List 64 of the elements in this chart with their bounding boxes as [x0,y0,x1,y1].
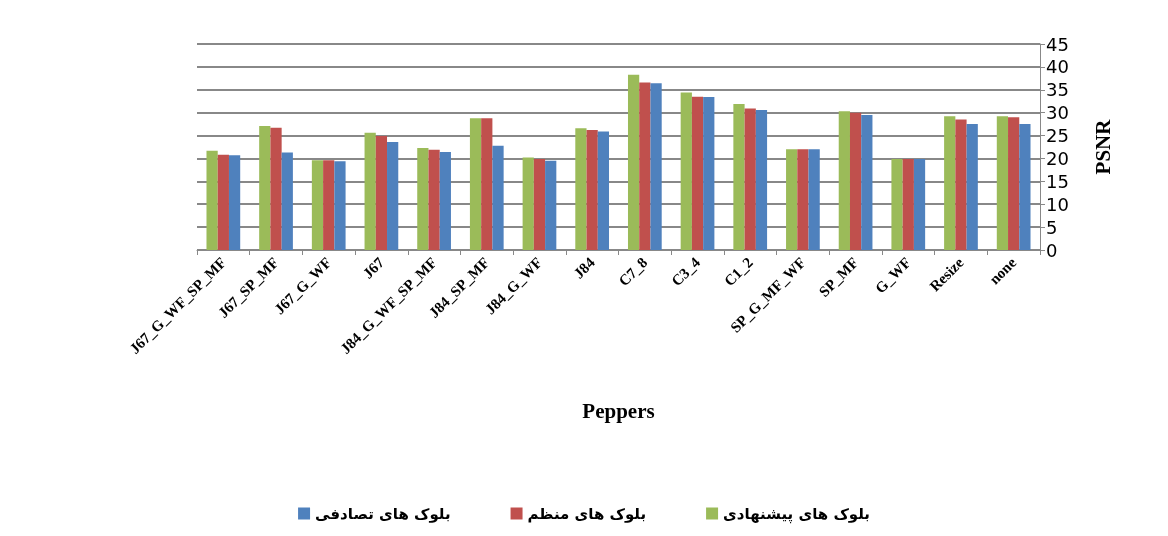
bar [680,92,692,250]
bar [439,152,451,250]
bar [691,96,704,250]
bar [575,128,587,250]
bar [387,141,399,250]
bar [334,161,346,250]
bar [902,158,914,250]
bar [808,149,820,250]
bar [955,119,967,250]
x-tick-label: J84 [570,253,599,282]
bar [733,103,745,250]
bar [364,132,376,250]
y-tick-label: 10 [1046,193,1069,215]
bar [533,158,546,250]
legend-label: بلوک های تصادفی [315,504,451,523]
bar [481,118,493,250]
bar [849,112,862,250]
y-tick-label: 25 [1046,125,1069,147]
bar [996,116,1009,250]
bar [228,155,241,250]
bar [417,147,429,250]
legend-label: بلوک های پیشنهادی [723,504,870,524]
y-axis-title: PSNR [1090,118,1115,175]
bar [545,160,557,250]
y-tick-label: 5 [1046,216,1058,238]
bar [838,111,850,250]
bar [703,97,715,250]
bar [323,160,335,250]
bar [270,127,282,250]
bar [492,145,504,250]
bar [206,150,218,250]
bar [311,160,324,250]
bar [650,83,662,250]
bar [375,136,388,250]
y-tick-label: 20 [1046,147,1069,169]
bar [639,82,651,250]
y-tick-label: 30 [1046,102,1069,124]
bar [469,118,482,250]
bar [891,158,903,250]
y-tick-label: 15 [1046,170,1069,192]
bar [966,124,978,250]
bar [217,154,229,250]
bar [913,158,926,250]
bar [597,131,610,250]
x-axis-title: Peppers [582,398,655,423]
bar [281,152,293,250]
bar [755,109,768,250]
bar [744,108,756,250]
bar [861,114,873,250]
bar [259,125,271,250]
y-tick-label: 35 [1046,79,1069,101]
bar [1008,117,1020,250]
bar [797,149,809,250]
bar [1019,124,1031,250]
bar [786,149,798,250]
bar [944,116,956,250]
y-tick-label: 40 [1046,56,1069,78]
bar [586,130,598,250]
bar [428,149,440,250]
bar [522,157,534,250]
y-tick-label: 45 [1046,33,1069,55]
legend-label: بلوک های منظم [527,504,647,523]
bar [627,74,640,250]
y-tick-label: 0 [1046,239,1058,261]
